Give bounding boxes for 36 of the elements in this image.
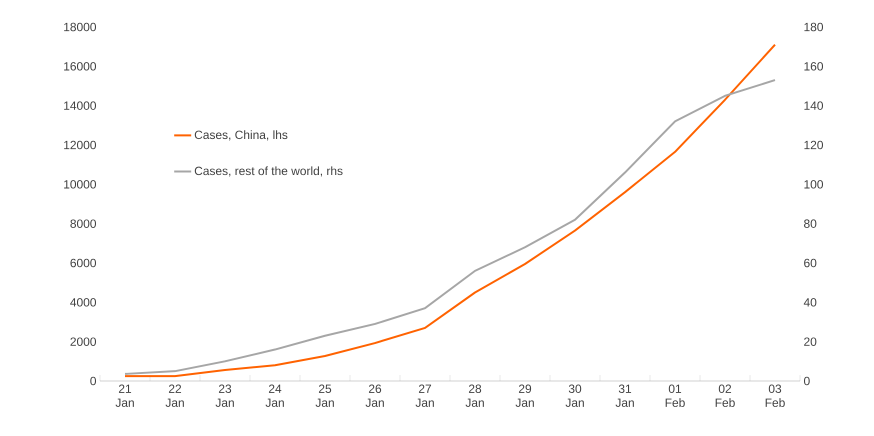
y2-tick-label: 80 (804, 219, 816, 228)
y-tick-label: 2000 (70, 337, 96, 346)
x-tick-label: 22 Jan (166, 384, 184, 407)
x-tick-label: 23 Jan (216, 384, 234, 407)
x-tick-label: 27 Jan (416, 384, 434, 407)
y-tick-label: 16000 (64, 62, 96, 71)
y2-tick-label: 40 (804, 298, 816, 307)
y-tick-label: 18000 (64, 22, 96, 32)
y-tick-label: 6000 (70, 258, 96, 268)
y-tick-label: 8000 (70, 219, 96, 228)
y2-tick-label: 120 (804, 140, 824, 150)
y-tick-label: 4000 (70, 298, 96, 307)
x-tick-label: 03 Feb (766, 384, 785, 407)
y2-tick-label: 100 (804, 180, 824, 189)
y2-tick-label: 140 (804, 101, 824, 110)
x-tick-label: 26 Jan (366, 384, 384, 407)
y2-tick-label: 160 (804, 62, 824, 71)
y2-tick-label: 20 (804, 337, 816, 346)
y-tick-label: 0 (90, 376, 96, 386)
legend-label: Cases, China, lhs (194, 130, 288, 140)
x-tick-label: 29 Jan (516, 384, 534, 407)
x-tick-label: 02 Feb (716, 384, 735, 407)
y-tick-label: 12000 (64, 140, 96, 150)
x-tick-label: 24 Jan (266, 384, 284, 407)
legend-label: Cases, rest of the world, rhs (194, 166, 343, 177)
y-tick-label: 10000 (64, 180, 96, 189)
x-tick-label: 21 Jan (116, 384, 134, 407)
x-tick-label: 30 Jan (566, 384, 584, 407)
y-tick-label: 14000 (64, 101, 96, 110)
x-tick-label: 25 Jan (316, 384, 334, 407)
x-tick-label: 01 Feb (666, 384, 685, 407)
y2-tick-label: 0 (804, 376, 810, 386)
y2-tick-label: 180 (804, 22, 824, 32)
x-tick-label: 31 Jan (616, 384, 634, 407)
y2-tick-label: 60 (804, 258, 816, 268)
x-tick-label: 28 Jan (466, 384, 484, 407)
